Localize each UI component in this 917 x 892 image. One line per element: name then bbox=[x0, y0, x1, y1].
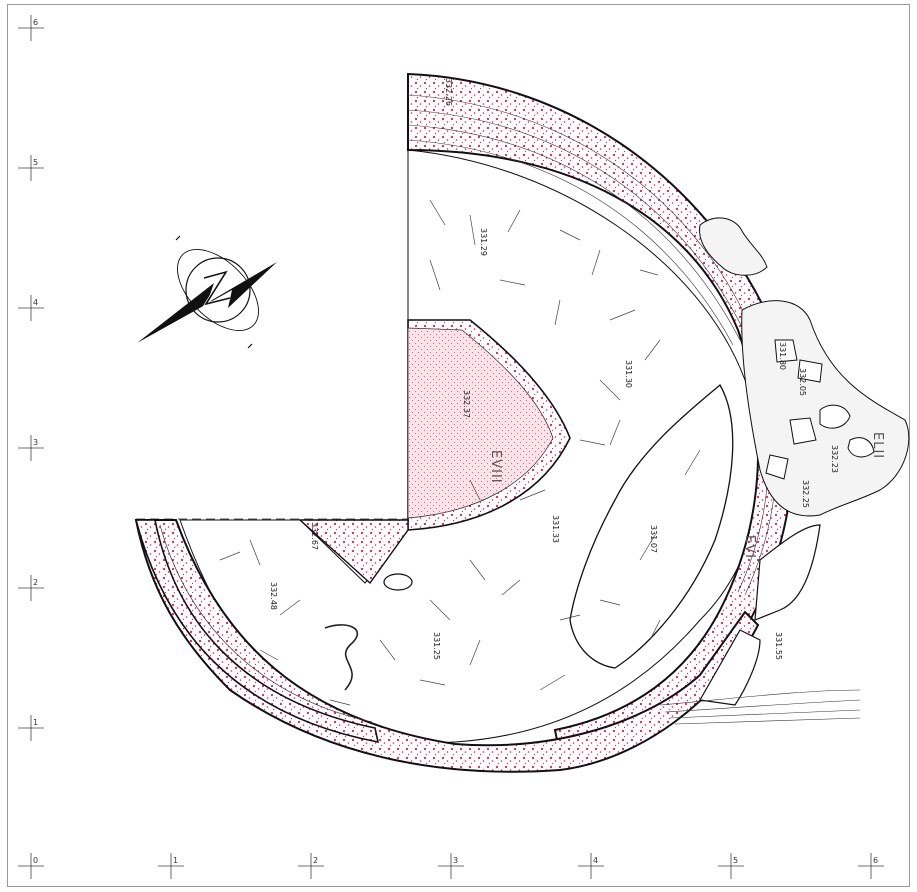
elevation-label: 332.05 bbox=[798, 368, 807, 396]
rubble-elii bbox=[699, 217, 910, 517]
section-lines bbox=[136, 150, 409, 520]
y-tick-2: 2 bbox=[33, 578, 38, 587]
se-ground-lines bbox=[659, 689, 861, 725]
elevation-label: 331.25 bbox=[432, 632, 441, 660]
x-tick-2: 2 bbox=[313, 856, 318, 865]
y-tick-1: 1 bbox=[33, 718, 38, 727]
x-tick-5: 5 bbox=[733, 856, 738, 865]
evi-ii-core bbox=[407, 327, 554, 519]
sw-feature bbox=[298, 519, 409, 585]
elevation-label: 332.48 bbox=[269, 582, 278, 610]
x-tick-4: 4 bbox=[593, 856, 598, 865]
floor-hatching bbox=[219, 199, 701, 706]
elevation-labels: 331.29 331.30 331.33 331.07 331.25 332.4… bbox=[269, 78, 839, 660]
south-band-line bbox=[159, 524, 373, 723]
elevation-label: 332.67 bbox=[310, 522, 319, 550]
y-tick-3: 3 bbox=[33, 438, 38, 447]
y-tick-5: 5 bbox=[33, 158, 38, 167]
elevation-label: 332.25 bbox=[801, 480, 810, 508]
elevation-label: 332.23 bbox=[830, 445, 839, 473]
elevation-label: 332.26 bbox=[444, 78, 453, 106]
grid-crosses bbox=[18, 15, 884, 879]
unit-label-evi: EVI bbox=[742, 535, 757, 559]
x-tick-0: 0 bbox=[33, 856, 38, 865]
elevation-label: 332.37 bbox=[462, 390, 471, 418]
elevation-label: 331.55 bbox=[774, 632, 783, 660]
sheet-frame bbox=[7, 4, 910, 887]
elevation-label: 331.29 bbox=[479, 228, 488, 256]
outcrop-se bbox=[699, 524, 821, 706]
small-pit bbox=[383, 573, 413, 591]
elevation-label: 331.80 bbox=[778, 342, 787, 370]
elevation-label: 331.33 bbox=[551, 515, 560, 543]
inner-wall-south bbox=[134, 519, 380, 744]
x-tick-1: 1 bbox=[173, 856, 178, 865]
elevation-label: 331.30 bbox=[624, 360, 633, 388]
x-tick-3: 3 bbox=[453, 856, 458, 865]
x-tick-6: 6 bbox=[873, 856, 878, 865]
unit-label-eviii: EVIII bbox=[488, 450, 503, 484]
y-tick-6: 6 bbox=[33, 18, 38, 27]
elevation-label: 331.07 bbox=[649, 525, 658, 553]
floor-annex bbox=[569, 384, 734, 669]
unit-label-elii: ELII bbox=[870, 432, 885, 459]
drain-channel bbox=[324, 624, 359, 691]
grid-labels: 0 1 2 3 4 5 6 1 2 3 4 5 6 bbox=[33, 18, 878, 865]
north-arrow-icon bbox=[137, 235, 277, 349]
wall-bands bbox=[407, 94, 778, 596]
y-tick-4: 4 bbox=[33, 298, 38, 307]
